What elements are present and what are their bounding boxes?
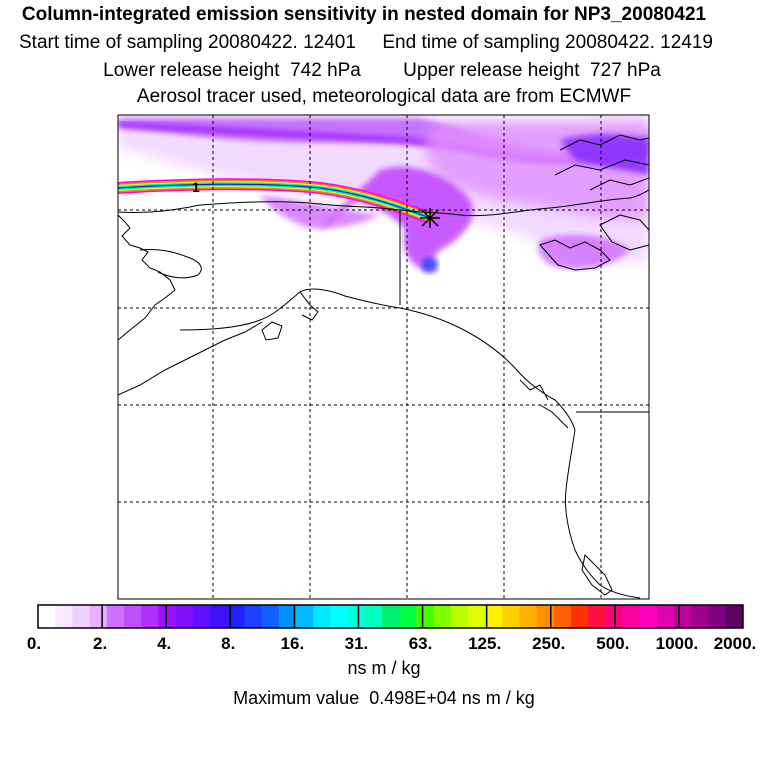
sampling-times: Start time of sampling 20080422. 12401 E…: [0, 32, 750, 54]
vancouver-island: [581, 553, 613, 596]
victoria-island: [599, 214, 649, 251]
colorbar-tick-label: 125.: [468, 634, 502, 653]
colorbar-cell: [123, 605, 142, 628]
colorbar-cell: [502, 605, 520, 628]
plume-west-branch: [260, 195, 380, 229]
alaska-west-coast: [118, 214, 176, 341]
units-label: ns m / kg: [347, 658, 421, 678]
colorbar-tick-label: 500.: [596, 634, 630, 653]
map-frame: [117, 114, 650, 600]
max-value-label: Maximum value 0.498E+04 ns m / kg: [233, 688, 535, 708]
colorbar-cell: [622, 605, 641, 628]
tracer-note: Aerosol tracer used, meteorological data…: [136, 86, 632, 107]
plume-core: [422, 257, 438, 273]
aleutian-chain: [118, 321, 263, 396]
alaska-south-coast: [179, 288, 576, 431]
colorbar-cell: [72, 605, 90, 628]
colorbar-tick-label: 4.: [157, 634, 172, 653]
colorbar-tick-label: 8.: [221, 634, 236, 653]
colorbar-cell: [106, 605, 125, 628]
colorbar-cell: [244, 605, 262, 628]
colorbar-cell: [313, 605, 331, 628]
panhandle-islands: [519, 379, 569, 429]
colorbar-cell: [55, 605, 73, 628]
colorbar-cell: [141, 605, 159, 628]
kodiak-island: [261, 321, 283, 341]
colorbar-cell: [89, 605, 108, 628]
colorbar-cell: [381, 605, 400, 628]
release-track-core: [118, 183, 431, 219]
colorbar-cell: [295, 605, 314, 628]
colorbar-cell: [364, 605, 383, 628]
colorbar-tick-label: 2.: [92, 634, 108, 653]
start-time-label: Start time of sampling 20080422. 12401: [19, 32, 356, 53]
colorbar-cell: [674, 605, 692, 628]
colorbar-tick-label: 1000.: [655, 634, 699, 653]
arctic-coast: [118, 189, 649, 217]
colorbar-cell: [416, 605, 434, 628]
colorbar-cell: [467, 605, 486, 628]
bc-coast: [565, 429, 641, 599]
canadian-archipelago: [554, 134, 649, 191]
lat-lon-grid: [118, 115, 649, 599]
colorbar-cell: [433, 605, 451, 628]
colorbar-cell: [38, 605, 56, 628]
coastlines: [118, 134, 649, 599]
colorbar-cell: [192, 605, 211, 628]
colorbar-tick-label: 31.: [344, 634, 369, 653]
colorbar-cell: [399, 605, 417, 628]
end-time-label: End time of sampling 20080422. 12419: [382, 32, 713, 53]
colorbar-tick-label: 16.: [280, 634, 305, 653]
lower-release-label: Lower release height 742 hPa: [103, 60, 361, 81]
colorbar-cell: [519, 605, 537, 628]
colorbar-cell: [450, 605, 469, 628]
colorbar-cell: [708, 605, 727, 628]
colorbar-cell: [571, 605, 589, 628]
colorbar-cell: [536, 605, 555, 628]
emission-sensitivity-field: [118, 118, 649, 273]
colorbar-cell: [588, 605, 606, 628]
colorbar-tick-label: 63.: [408, 634, 433, 653]
colorbar-cell: [347, 605, 366, 628]
colorbar-cell: [278, 605, 297, 628]
plot-title: Column-integrated emission sensitivity i…: [21, 4, 707, 25]
colorbar-cell: [725, 605, 744, 628]
seward-peninsula: [139, 249, 202, 279]
colorbar-cell: [158, 605, 176, 628]
colorbar-tick-label: 250.: [532, 634, 566, 653]
colorbar-tick-label: 2000.: [713, 634, 757, 653]
colorbar-cell: [330, 605, 348, 628]
banks-island: [539, 239, 611, 271]
upper-release-label: Upper release height 727 hPa: [403, 60, 661, 81]
colorbar-cell: [209, 605, 228, 628]
colorbar-cell: [639, 605, 658, 628]
colorbar-cell: [175, 605, 194, 628]
colorbar-cell: [485, 605, 503, 628]
colorbar-cell: [691, 605, 709, 628]
colorbar-cell: [227, 605, 245, 628]
colorbar-cell: [657, 605, 675, 628]
contour-label: 1: [192, 179, 200, 195]
receptor-marker: [420, 208, 440, 228]
kenai-peninsula: [299, 291, 319, 321]
colorbar-cells: [38, 605, 744, 628]
colorbar-frame: [37, 604, 744, 629]
colorbar-cell: [261, 605, 280, 628]
colorbar-cell: [553, 605, 572, 628]
colorbar-tick-label: 0.: [26, 634, 42, 653]
release-heights: Lower release height 742 hPa Upper relea…: [0, 60, 766, 82]
plume-right-dark: [560, 134, 649, 175]
